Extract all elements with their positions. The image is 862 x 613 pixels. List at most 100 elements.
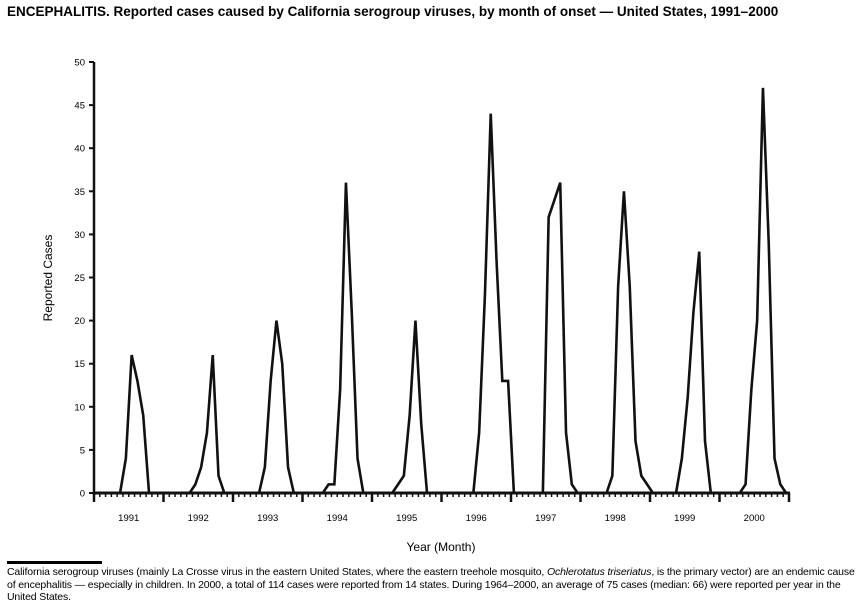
data-point — [548, 216, 550, 218]
data-point — [721, 492, 723, 494]
x-tick-label: 1993 — [257, 513, 278, 524]
data-point — [467, 492, 469, 494]
data-point — [229, 492, 231, 494]
data-point — [142, 414, 144, 416]
data-point — [107, 492, 109, 494]
data-point — [530, 492, 532, 494]
data-point — [745, 483, 747, 485]
footnote: California serogroup viruses (mainly La … — [7, 566, 857, 604]
x-tick-label: 2000 — [744, 513, 765, 524]
x-axis: 1991 1992 1993 1994 1995 1996 1997 1998 1999 2000 — [92, 491, 791, 524]
data-point — [658, 492, 660, 494]
data-point — [687, 397, 689, 399]
data-point — [600, 492, 602, 494]
data-point — [241, 492, 243, 494]
data-point — [148, 492, 150, 494]
data-point — [131, 354, 133, 356]
y-tick-label: 10 — [74, 402, 85, 413]
data-point — [194, 483, 196, 485]
x-tick-label: 1999 — [674, 513, 695, 524]
data-point — [113, 492, 115, 494]
data-point — [507, 380, 509, 382]
data-point — [698, 251, 700, 253]
data-point — [119, 492, 121, 494]
data-point — [189, 492, 191, 494]
data-point — [374, 492, 376, 494]
data-point — [652, 492, 654, 494]
data-point — [472, 492, 474, 494]
data-point — [258, 492, 260, 494]
y-tick-label: 5 — [80, 445, 85, 456]
data-point — [252, 492, 254, 494]
data-point — [275, 320, 277, 322]
data-point — [710, 492, 712, 494]
data-point — [206, 432, 208, 434]
data-point — [362, 492, 364, 494]
data-point — [345, 182, 347, 184]
data-point — [478, 432, 480, 434]
data-point — [785, 492, 787, 494]
data-point — [629, 285, 631, 287]
y-tick-label: 0 — [80, 489, 85, 500]
data-point — [316, 492, 318, 494]
x-tick-label: 1997 — [535, 513, 556, 524]
data-point — [351, 311, 353, 313]
data-point — [519, 492, 521, 494]
x-tick-label: 1995 — [396, 513, 417, 524]
data-point — [391, 492, 393, 494]
data-point — [328, 483, 330, 485]
data-point — [704, 440, 706, 442]
data-point — [304, 492, 306, 494]
data-point — [461, 492, 463, 494]
data-point — [212, 354, 214, 356]
data-point — [768, 242, 770, 244]
data-point — [438, 492, 440, 494]
data-point — [774, 458, 776, 460]
data-point — [218, 475, 220, 477]
data-point — [102, 492, 104, 494]
footnote-species: Ochlerotatus triseriatus — [546, 566, 652, 578]
y-tick-label: 50 — [74, 58, 85, 69]
x-tick-label: 1992 — [188, 513, 209, 524]
data-point — [368, 492, 370, 494]
data-point — [409, 414, 411, 416]
y-tick-label: 30 — [74, 230, 85, 241]
data-point — [750, 389, 752, 391]
x-tick-label: 1998 — [605, 513, 626, 524]
data-point — [165, 492, 167, 494]
series-group — [96, 87, 788, 495]
data-point — [577, 492, 579, 494]
y-tick-label: 20 — [74, 316, 85, 327]
data-point — [235, 492, 237, 494]
data-point — [432, 492, 434, 494]
data-point — [426, 492, 428, 494]
data-point — [594, 492, 596, 494]
y-tick-label: 35 — [74, 187, 85, 198]
y-tick-label: 40 — [74, 144, 85, 155]
data-point — [681, 458, 683, 460]
data-point — [414, 320, 416, 322]
data-point — [663, 492, 665, 494]
data-point — [177, 492, 179, 494]
data-point — [96, 492, 98, 494]
cases-line — [96, 87, 788, 495]
x-tick-label: 1991 — [118, 513, 139, 524]
data-point — [339, 389, 341, 391]
data-point — [420, 423, 422, 425]
data-point — [484, 294, 486, 296]
data-point — [536, 492, 538, 494]
footnote-text-1: California serogroup viruses (mainly La … — [7, 566, 547, 578]
data-point — [623, 190, 625, 192]
y-tick-label: 45 — [74, 101, 85, 112]
data-point — [171, 492, 173, 494]
x-axis-label: Year (Month) — [407, 540, 476, 554]
data-point — [357, 458, 359, 460]
data-point — [582, 492, 584, 494]
data-point — [223, 492, 225, 494]
data-point — [675, 492, 677, 494]
data-point — [200, 466, 202, 468]
data-point — [739, 492, 741, 494]
data-point — [281, 363, 283, 365]
chart-title: ENCEPHALITIS. Reported cases caused by C… — [7, 4, 779, 19]
